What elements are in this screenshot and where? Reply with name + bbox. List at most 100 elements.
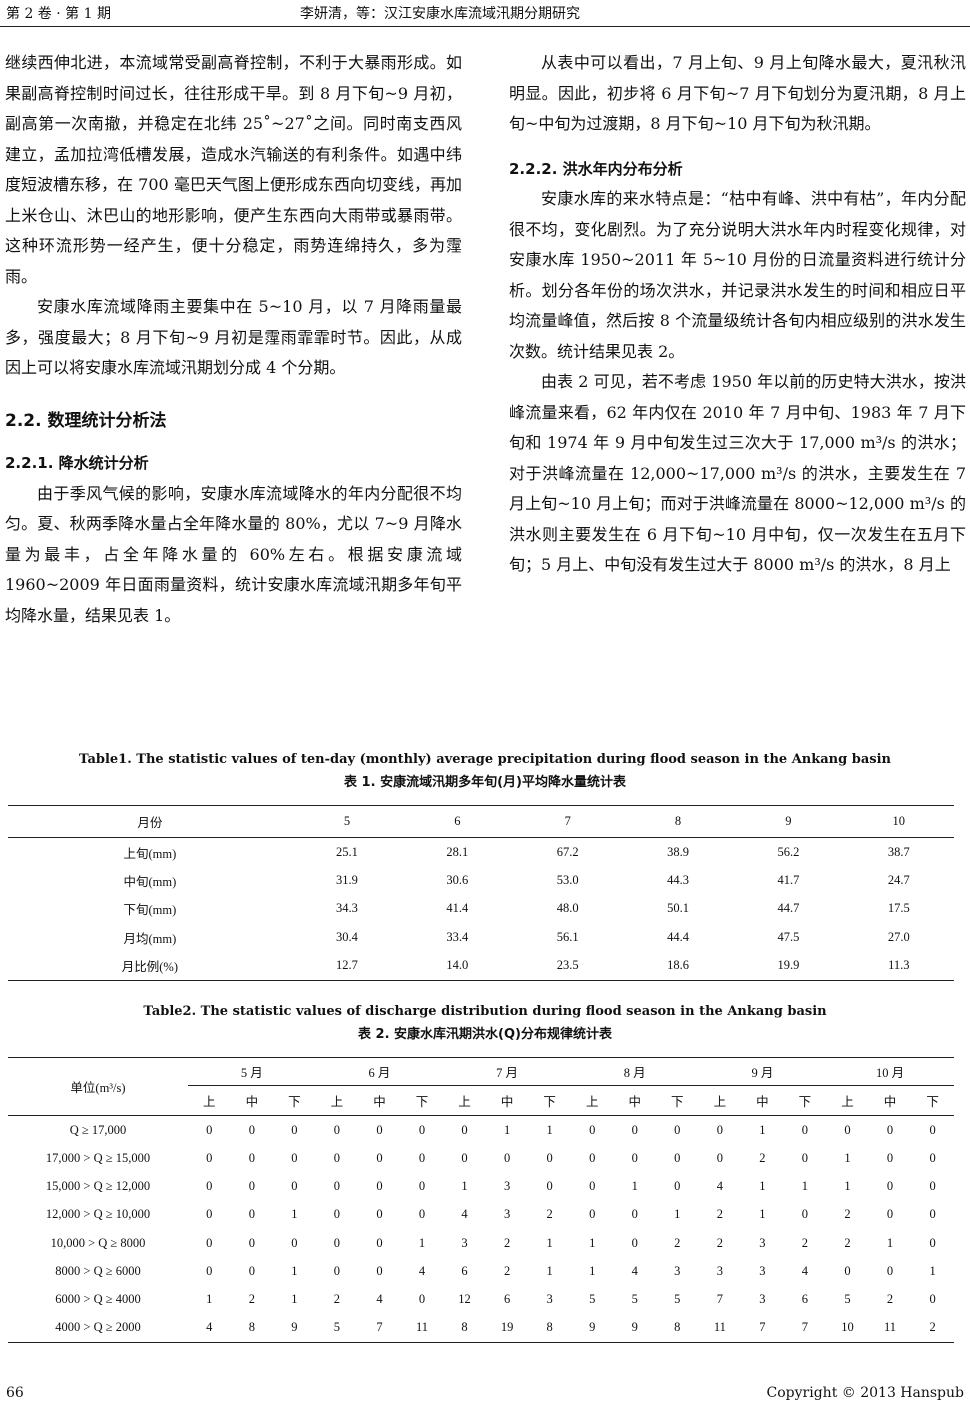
- table-cell: 0: [291, 1150, 298, 1165]
- table-cell: 30.4: [336, 929, 358, 944]
- table-cell: 0: [589, 1207, 596, 1222]
- table-row: Q ≥ 17,000 0 0 0 0 0 0 0 1 1 0 0 0 0 1 0 0 0 0: [8, 1116, 954, 1144]
- table-cell: 30.6: [446, 872, 469, 887]
- table-cell: 0: [291, 1179, 298, 1194]
- table-cell: 5: [631, 1292, 638, 1307]
- dekad-header: 下: [543, 1095, 556, 1110]
- subsection-heading: 2.2.1. 降水统计分析: [5, 454, 149, 472]
- table-cell: 0: [886, 1207, 894, 1222]
- dekad-header: 中: [756, 1095, 769, 1110]
- table-cell: 0: [929, 1150, 936, 1165]
- table-cell: 3: [759, 1235, 766, 1250]
- table-cell: 4: [801, 1263, 809, 1278]
- table-cell: 1: [801, 1179, 809, 1194]
- table-cell: 3: [759, 1292, 766, 1307]
- table1-caption-cn: 表 1. 安康流域汛期多年旬(月)平均降水量统计表: [344, 775, 626, 790]
- dekad-header: 中: [628, 1095, 641, 1110]
- table-cell: 17.5: [887, 901, 910, 916]
- table-cell: 7: [759, 1320, 766, 1335]
- table-cell: 8: [674, 1320, 681, 1335]
- table-row: 17,000 > Q ≥ 15,000 0 0 0 0 0 0 0 0 0 0 0 0 0 2 0 1 0 0: [8, 1144, 954, 1172]
- table-cell: 8: [461, 1320, 468, 1335]
- unit-header: 单位(m³/s): [70, 1081, 126, 1096]
- table-cell: 33.4: [446, 929, 469, 944]
- table-row: 月比例(%) 12.7 14.0 23.5 18.6 19.9 11.3: [8, 952, 954, 980]
- right-column: 从表中可以看出，7 月上旬、9 月上旬降水最大，夏汛秋汛明显。因此，初步将 6 …: [509, 48, 966, 581]
- table-cell: 0: [376, 1263, 383, 1278]
- row-label: 上旬(mm): [123, 846, 177, 861]
- table-cell: 0: [333, 1122, 341, 1137]
- table-cell: 0: [206, 1235, 213, 1250]
- table-cell: 28.1: [446, 844, 469, 859]
- table-cell: 0: [333, 1263, 341, 1278]
- table-cell: 0: [631, 1122, 638, 1137]
- table-cell: 38.7: [887, 844, 910, 859]
- table-cell: 67.2: [556, 844, 579, 859]
- table-cell: 24.7: [887, 872, 910, 887]
- table-cell: 9: [589, 1320, 596, 1335]
- table-cell: 0: [418, 1150, 426, 1165]
- table-cell: 5: [589, 1292, 596, 1307]
- table-cell: 6: [461, 1263, 468, 1278]
- table-cell: 1: [759, 1179, 766, 1194]
- journal-volume: 第 2 卷 · 第 1 期: [6, 6, 111, 22]
- table-cell: 23.5: [556, 958, 579, 972]
- table-cell: 2: [801, 1235, 809, 1250]
- month-header: 9 月: [698, 1057, 827, 1087]
- table-cell: 7: [716, 1292, 723, 1307]
- table-cell: 1: [546, 1235, 553, 1250]
- dekad-header: 上: [585, 1095, 599, 1110]
- table-cell: 0: [631, 1150, 638, 1165]
- table-cell: 0: [206, 1122, 213, 1137]
- table-cell: 0: [333, 1207, 341, 1222]
- table-row: 月均(mm) 30.4 33.4 56.1 44.4 47.5 27.0: [8, 923, 954, 952]
- table-cell: 0: [376, 1150, 383, 1165]
- paragraph: 由表 2 可见，若不考虑 1950 年以前的历史特大洪水，按洪峰流量来看，62 …: [509, 372, 966, 574]
- table-cell: 38.9: [667, 844, 689, 859]
- table1: 月份 5 6 7 8 9 10 上旬(mm) 25.1 28.1 67.2 38.9 56.2 38.7…: [8, 805, 954, 981]
- table2-caption-en: Table2. The statistic values of discharg…: [143, 1004, 827, 1019]
- table-cell: 6: [503, 1292, 511, 1307]
- table-cell: 4: [461, 1207, 468, 1222]
- table-cell: 2: [929, 1320, 936, 1335]
- table-cell: 0: [206, 1207, 213, 1222]
- row-label: 中旬(mm): [123, 874, 177, 889]
- table-cell: 2: [759, 1150, 766, 1165]
- table-cell: 0: [674, 1179, 681, 1194]
- table-cell: 0: [929, 1207, 936, 1222]
- paragraph: 由于季风气候的影响，安康水库流域降水的年内分配很不均匀。夏、秋两季降水量占全年降…: [5, 483, 462, 625]
- table-row: 下旬(mm) 34.3 41.4 48.0 50.1 44.7 17.5: [8, 895, 954, 924]
- row-label: 4000 > Q ≥ 2000: [55, 1320, 141, 1335]
- row-label: 15,000 > Q ≥ 12,000: [45, 1179, 151, 1194]
- table-cell: 56.2: [777, 844, 800, 859]
- table-cell: 0: [418, 1292, 426, 1307]
- paragraph: 安康水库流域降雨主要集中在 5~10 月，以 7 月降雨量最多，强度最大；8 月…: [5, 297, 462, 377]
- table-cell: 1: [589, 1235, 596, 1250]
- table-cell: 0: [929, 1235, 936, 1250]
- table-cell: 2: [716, 1235, 723, 1250]
- table-cell: 2: [716, 1207, 723, 1222]
- table-cell: 1: [844, 1179, 851, 1194]
- table-cell: 3: [716, 1263, 723, 1278]
- table-cell: 1: [844, 1150, 851, 1165]
- table-row: 上旬(mm) 25.1 28.1 67.2 38.9 56.2 38.7: [8, 838, 954, 867]
- month-header: 10 月: [826, 1057, 954, 1087]
- paragraph: 从表中可以看出，7 月上旬、9 月上旬降水最大，夏汛秋汛明显。因此，初步将 6 …: [509, 53, 966, 133]
- table-cell: 0: [206, 1179, 213, 1194]
- table-cell: 2: [886, 1292, 894, 1307]
- table-cell: 0: [801, 1150, 809, 1165]
- table-cell: 0: [248, 1235, 255, 1250]
- table-cell: 3: [759, 1263, 766, 1278]
- table-cell: 1: [589, 1263, 596, 1278]
- table-cell: 0: [376, 1179, 383, 1194]
- table-cell: 44.3: [667, 872, 689, 887]
- page-number: 66: [6, 1385, 24, 1401]
- table-cell: 0: [333, 1150, 341, 1165]
- table-cell: 0: [801, 1122, 809, 1137]
- table-cell: 27.0: [887, 929, 910, 944]
- table2-caption-cn: 表 2. 安康水库汛期洪水(Q)分布规律统计表: [358, 1027, 612, 1042]
- table-cell: 1: [461, 1179, 468, 1194]
- table-cell: 19: [500, 1320, 514, 1335]
